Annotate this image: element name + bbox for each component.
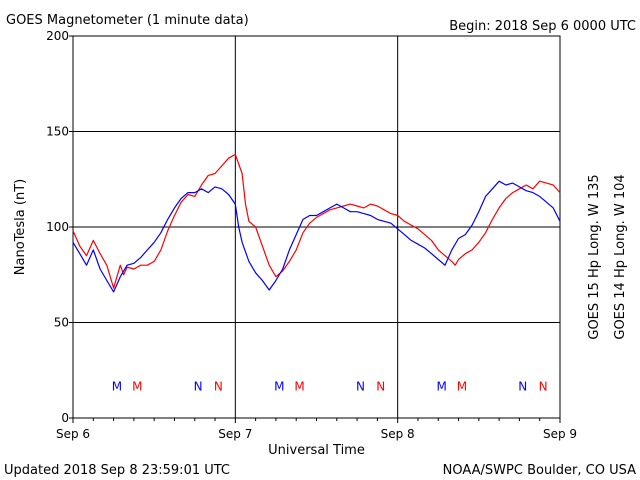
x-axis-label: Universal Time (268, 443, 365, 458)
x-tick-label-3: Sep 9 (543, 427, 577, 441)
credit-label: NOAA/SWPC Boulder, CO USA (443, 463, 636, 478)
series-layer (72, 153, 561, 293)
series-line-0 (72, 153, 561, 289)
y-tick-label-4: 200 (46, 29, 69, 43)
x-axis: Sep 6 Sep 7 Sep 8 Sep 9 (56, 418, 577, 441)
grid-lines (73, 36, 560, 418)
y-tick-label-1: 50 (54, 316, 69, 330)
legend-entry-0: GOES 15 Hp Long. W 135 (587, 174, 602, 339)
event-marker-6: N (356, 380, 365, 394)
x-tick-label-0: Sep 6 (56, 427, 90, 441)
y-tick-label-3: 150 (46, 125, 69, 139)
event-marker-3: N (214, 380, 223, 394)
event-marker-8: M (436, 380, 446, 394)
event-marker-10: N (518, 380, 527, 394)
updated-label: Updated 2018 Sep 8 23:59:01 UTC (4, 463, 230, 478)
y-axis-label: NanoTesla (nT) (13, 179, 28, 275)
legend: GOES 15 Hp Long. W 135 GOES 14 Hp Long. W… (587, 174, 628, 339)
legend-entry-1: GOES 14 Hp Long. W 104 (613, 174, 628, 339)
event-marker-4: M (274, 380, 284, 394)
begin-label: Begin: 2018 Sep 6 0000 UTC (449, 19, 636, 34)
x-tick-label-2: Sep 8 (381, 427, 415, 441)
series-line-1 (72, 180, 561, 293)
event-marker-0: M (112, 380, 122, 394)
y-axis: 0 50 100 150 200 (46, 29, 73, 425)
y-tick-label-2: 100 (46, 220, 69, 234)
event-marker-1: M (132, 380, 142, 394)
event-marker-2: N (194, 380, 203, 394)
chart-title: GOES Magnetometer (1 minute data) (6, 13, 249, 28)
y-tick-label-0: 0 (61, 411, 69, 425)
x-tick-label-1: Sep 7 (218, 427, 252, 441)
event-marker-5: M (294, 380, 304, 394)
event-marker-11: N (539, 380, 548, 394)
event-marker-9: M (457, 380, 467, 394)
event-marker-7: N (376, 380, 385, 394)
